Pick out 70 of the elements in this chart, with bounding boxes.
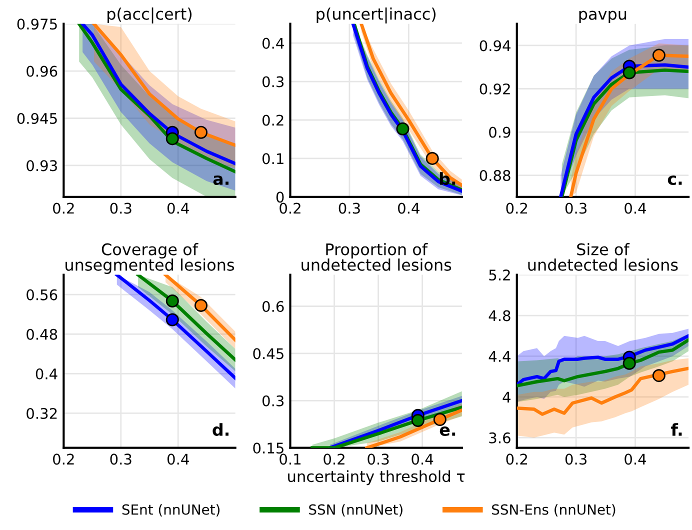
annotation: d. [212,423,228,436]
x-tick-label: 0.4 [398,202,420,214]
annotation: e. [440,426,456,436]
y-tick-label: 0.94 [480,40,510,52]
y-tick-label: 0.93 [26,160,57,172]
x-tick-label: 0.2 [506,202,528,214]
y-tick-label: 4.4 [488,351,510,362]
y-tick-label: 0.15 [253,442,284,454]
y-tick-label: 4.8 [488,310,510,322]
chart-title: Coverage of unsegmented lesions [66,243,234,274]
y-tick-label: 0.945 [17,112,57,124]
x-tick-label: 0.2 [280,202,300,214]
x-tick-label: 0.3 [565,454,586,465]
y-tick-label: 0.45 [253,348,284,360]
point [194,298,208,312]
x-tick-label: 0.3 [565,202,586,214]
chart-title: pavpu [579,10,626,24]
x-tick-label: 0.3 [338,202,360,214]
x-tick-label: 0.4 [412,454,434,465]
x-tick-label: 0.1 [280,454,301,465]
point [166,313,179,326]
point [652,48,666,62]
point [622,356,636,370]
x-tick-label: 0.2 [324,454,344,465]
y-tick-label: 0.4 [36,368,58,380]
chart-title: p(uncert|inacc) [316,7,436,24]
point [622,66,636,80]
y-tick-label: 0.6 [262,300,284,312]
line-series [516,366,689,416]
annotation: c. [668,175,682,186]
y-tick-label: 0.2 [262,114,284,126]
point [166,294,179,308]
x-tick-label: 0.4 [624,454,646,465]
legend-label: SSN-Ens (nnUNet) [492,504,616,516]
y-tick-label: 3.6 [489,432,510,444]
x-tick-label: 0.2 [53,454,74,465]
y-tick-label: 0.4 [262,38,284,49]
annotation: a. [213,175,228,186]
x-axis-title: uncertainty threshold τ [288,470,465,486]
y-tick-label: 0 [276,192,284,203]
x-tick-label: 0.3 [110,202,132,214]
line-series [310,406,462,448]
y-tick-label: 0.96 [26,66,58,77]
y-tick-label: 0.3 [262,395,284,406]
point [652,369,666,382]
y-tick-label: 0.3 [262,76,284,88]
y-tick-label: 0.56 [26,289,58,300]
y-tick-label: 0.32 [26,408,57,419]
y-tick-label: 0.975 [17,18,57,30]
legend-label: SSN (nnUNet) [309,504,402,516]
y-tick-label: 5.2 [489,270,510,281]
chart-title: Proportion of undetected lesions [302,243,452,271]
y-tick-label: 0.9 [489,126,510,138]
chart-title: p(acc|cert) [108,7,192,24]
x-tick-label: 0.4 [624,202,646,214]
x-tick-label: 0.4 [167,454,189,465]
chart-title: Size of undetected lesions [528,243,678,271]
legend-label: SEnt (nnUNet) [122,504,220,516]
y-tick-label: 4 [502,392,510,402]
y-tick-label: 0.48 [26,328,58,340]
y-tick-label: 0.88 [480,170,510,182]
y-tick-label: 0.1 [262,153,284,164]
x-tick-label: 0.4 [167,202,189,214]
x-tick-label: 0.3 [110,454,132,465]
x-tick-label: 0.2 [53,202,74,214]
x-tick-label: 0.2 [506,454,528,465]
x-tick-label: 0.3 [368,454,389,465]
y-tick-label: 0.92 [480,83,510,94]
annotation: f. [671,423,682,436]
line-series [92,24,236,147]
